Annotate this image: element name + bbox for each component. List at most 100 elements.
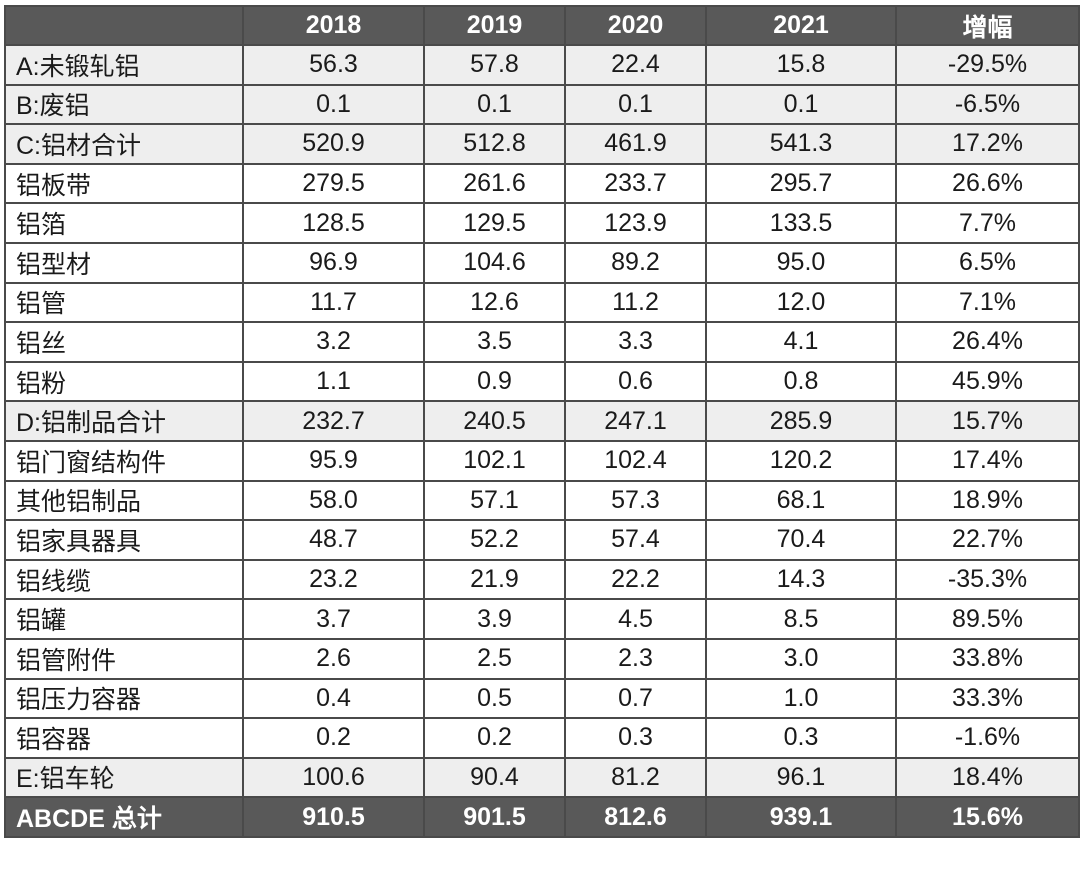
row-label: C:铝材合计 — [4, 123, 244, 165]
growth-cell: -6.5% — [895, 83, 1080, 126]
header-cell-2018: 2018 — [242, 5, 425, 46]
growth-cell: 15.7% — [895, 400, 1080, 442]
value-cell: 232.7 — [242, 400, 425, 442]
value-cell: 279.5 — [242, 162, 425, 205]
value-cell: 261.6 — [423, 162, 566, 205]
value-cell: 4.1 — [705, 321, 897, 363]
table-container: 2018 2019 2020 2021 增幅 A:未锻轧铝 56.3 57.8 22.… — [4, 5, 1080, 838]
value-cell: 11.7 — [242, 281, 425, 324]
value-cell: 22.2 — [564, 558, 707, 601]
table-row: 铝丝 3.2 3.5 3.3 4.1 26.4% — [4, 321, 1080, 363]
table-row: E:铝车轮 100.6 90.4 81.2 96.1 18.4% — [4, 756, 1080, 799]
growth-cell: 45.9% — [895, 360, 1080, 403]
row-label: D:铝制品合计 — [4, 400, 244, 442]
growth-cell: 17.2% — [895, 123, 1080, 165]
header-cell-2019: 2019 — [423, 5, 566, 46]
value-cell: 3.0 — [705, 637, 897, 680]
growth-cell: 89.5% — [895, 598, 1080, 640]
table-row: 铝管附件 2.6 2.5 2.3 3.0 33.8% — [4, 637, 1080, 680]
value-cell: 68.1 — [705, 479, 897, 522]
value-cell: 58.0 — [242, 479, 425, 522]
value-cell: 100.6 — [242, 756, 425, 799]
value-cell: 461.9 — [564, 123, 707, 165]
row-label: 其他铝制品 — [4, 479, 244, 522]
value-cell: 3.9 — [423, 598, 566, 640]
row-label: 铝压力容器 — [4, 677, 244, 720]
value-cell: 0.2 — [242, 717, 425, 759]
value-cell: 23.2 — [242, 558, 425, 601]
value-cell: 95.9 — [242, 439, 425, 482]
growth-cell: -29.5% — [895, 44, 1080, 86]
value-cell: 0.1 — [705, 83, 897, 126]
table-row: A:未锻轧铝 56.3 57.8 22.4 15.8 -29.5% — [4, 44, 1080, 86]
value-cell: 0.1 — [242, 83, 425, 126]
growth-cell: -35.3% — [895, 558, 1080, 601]
value-cell: 2.6 — [242, 637, 425, 680]
row-label: 铝管 — [4, 281, 244, 324]
value-cell: 520.9 — [242, 123, 425, 165]
table-row: D:铝制品合计 232.7 240.5 247.1 285.9 15.7% — [4, 400, 1080, 442]
value-cell: 3.3 — [564, 321, 707, 363]
growth-cell: 22.7% — [895, 519, 1080, 561]
table-row: 铝家具器具 48.7 52.2 57.4 70.4 22.7% — [4, 519, 1080, 561]
value-cell: 12.0 — [705, 281, 897, 324]
row-label: 铝线缆 — [4, 558, 244, 601]
row-label: 铝家具器具 — [4, 519, 244, 561]
growth-cell: 26.6% — [895, 162, 1080, 205]
row-label: A:未锻轧铝 — [4, 44, 244, 86]
value-cell: 57.3 — [564, 479, 707, 522]
value-cell: 123.9 — [564, 202, 707, 244]
value-cell: 541.3 — [705, 123, 897, 165]
growth-cell: 33.8% — [895, 637, 1080, 680]
total-value-cell: 812.6 — [564, 796, 707, 838]
row-label: 铝板带 — [4, 162, 244, 205]
value-cell: 4.5 — [564, 598, 707, 640]
value-cell: 0.3 — [705, 717, 897, 759]
row-label: 铝粉 — [4, 360, 244, 403]
value-cell: 1.1 — [242, 360, 425, 403]
total-growth-cell: 15.6% — [895, 796, 1080, 838]
header-cell-growth: 增幅 — [895, 5, 1080, 46]
value-cell: 240.5 — [423, 400, 566, 442]
table-row: 铝粉 1.1 0.9 0.6 0.8 45.9% — [4, 360, 1080, 403]
row-label: 铝容器 — [4, 717, 244, 759]
row-label: 铝管附件 — [4, 637, 244, 680]
value-cell: 3.2 — [242, 321, 425, 363]
value-cell: 48.7 — [242, 519, 425, 561]
value-cell: 90.4 — [423, 756, 566, 799]
growth-cell: 33.3% — [895, 677, 1080, 720]
total-row: ABCDE 总计 910.5 901.5 812.6 939.1 15.6% — [4, 796, 1080, 838]
table-row: B:废铝 0.1 0.1 0.1 0.1 -6.5% — [4, 83, 1080, 126]
table-row: 铝线缆 23.2 21.9 22.2 14.3 -35.3% — [4, 558, 1080, 601]
header-cell-2020: 2020 — [564, 5, 707, 46]
row-label: 铝丝 — [4, 321, 244, 363]
value-cell: 0.1 — [564, 83, 707, 126]
growth-cell: 7.1% — [895, 281, 1080, 324]
value-cell: 0.3 — [564, 717, 707, 759]
value-cell: 96.1 — [705, 756, 897, 799]
value-cell: 285.9 — [705, 400, 897, 442]
value-cell: 57.1 — [423, 479, 566, 522]
value-cell: 3.5 — [423, 321, 566, 363]
total-label: ABCDE 总计 — [4, 796, 244, 838]
value-cell: 0.9 — [423, 360, 566, 403]
value-cell: 3.7 — [242, 598, 425, 640]
value-cell: 52.2 — [423, 519, 566, 561]
growth-cell: 6.5% — [895, 241, 1080, 284]
value-cell: 247.1 — [564, 400, 707, 442]
value-cell: 12.6 — [423, 281, 566, 324]
table-row: 铝板带 279.5 261.6 233.7 295.7 26.6% — [4, 162, 1080, 205]
header-row: 2018 2019 2020 2021 增幅 — [4, 5, 1080, 46]
table-body: A:未锻轧铝 56.3 57.8 22.4 15.8 -29.5% B:废铝 0.1 0.1 0.… — [4, 44, 1080, 838]
table-row: 铝容器 0.2 0.2 0.3 0.3 -1.6% — [4, 717, 1080, 759]
value-cell: 0.4 — [242, 677, 425, 720]
value-cell: 102.1 — [423, 439, 566, 482]
value-cell: 8.5 — [705, 598, 897, 640]
value-cell: 56.3 — [242, 44, 425, 86]
value-cell: 233.7 — [564, 162, 707, 205]
value-cell: 0.6 — [564, 360, 707, 403]
value-cell: 95.0 — [705, 241, 897, 284]
value-cell: 0.8 — [705, 360, 897, 403]
table-row: 铝箔 128.5 129.5 123.9 133.5 7.7% — [4, 202, 1080, 244]
value-cell: 21.9 — [423, 558, 566, 601]
